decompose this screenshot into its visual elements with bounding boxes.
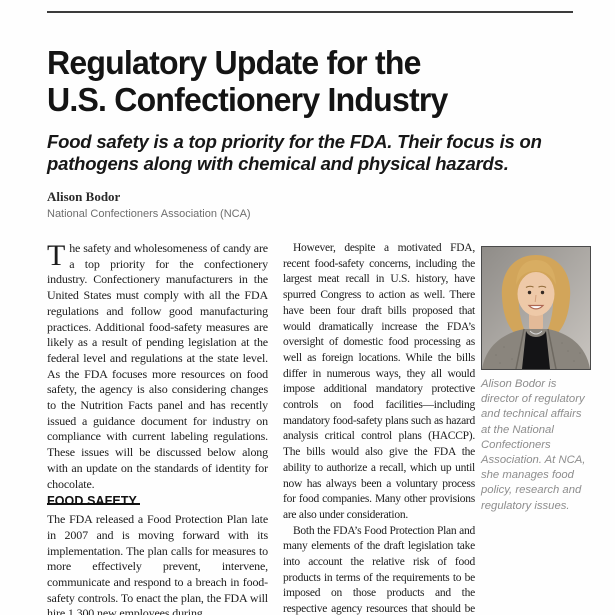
article-title-line2: U.S. Confectionery Industry — [47, 81, 448, 118]
article-title-line1: Regulatory Update for the — [47, 44, 421, 81]
congress-paragraph: However, despite a motivated FDA, recent… — [283, 242, 475, 521]
author-portrait-photo — [481, 246, 591, 370]
author-sidebar: Alison Bodor is director of regulatory a… — [481, 241, 591, 615]
top-rule — [47, 11, 573, 13]
author-name: Alison Bodor — [47, 189, 121, 204]
middle-column: However, despite a motivated FDA, recent… — [283, 241, 475, 615]
dropcap-letter: T — [47, 239, 66, 272]
food-safety-paragraph: The FDA released a Food Protection Plan … — [47, 512, 268, 615]
photo-caption: Alison Bodor is director of regulatory a… — [481, 378, 586, 512]
intro-paragraph-text: he safety and wholesomeness of candy are… — [47, 241, 268, 491]
article-title: Regulatory Update for the U.S. Confectio… — [47, 44, 577, 118]
author-affiliation: National Confectioners Association (NCA) — [47, 208, 251, 220]
section-heading-food-safety: FOOD SAFETY — [47, 495, 140, 508]
article-header: Regulatory Update for the U.S. Confectio… — [47, 44, 577, 220]
risk-paragraph: Both the FDA’s Food Protection Plan and … — [283, 524, 475, 615]
article-subtitle: Food safety is a top priority for the FD… — [47, 131, 542, 174]
portrait-illustration — [482, 247, 590, 369]
